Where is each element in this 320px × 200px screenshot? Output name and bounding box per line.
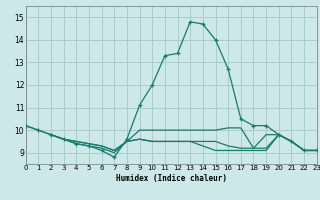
X-axis label: Humidex (Indice chaleur): Humidex (Indice chaleur) (116, 174, 227, 183)
